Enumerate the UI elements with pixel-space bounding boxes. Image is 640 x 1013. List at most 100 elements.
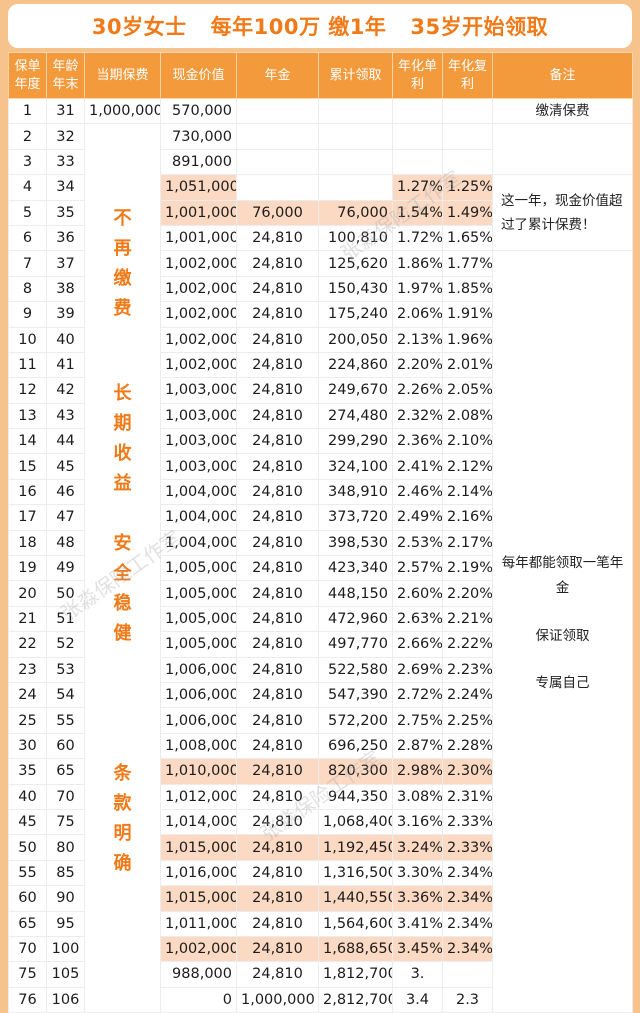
cell-cumulative: 299,290 — [318, 428, 393, 455]
cell-cash-value: 1,004,000 — [160, 478, 237, 506]
cell-simple-rate: 3.36% — [392, 885, 443, 912]
cell-compound-rate: 2.33% — [442, 834, 493, 861]
cell-cumulative: 1,068,400 — [318, 808, 393, 836]
cell-age: 54 — [46, 681, 85, 709]
cell-age: 31 — [46, 97, 85, 125]
table-body: 1 31 1,000,000 570,000 缴清保费 2 32 不再缴费长期收益安全稳健条款… — [8, 97, 633, 1013]
cell-compound-rate: 2.30% — [442, 758, 493, 785]
cell-cumulative: 76,000 — [318, 199, 393, 226]
cell-cash-value: 1,005,000 — [160, 605, 237, 633]
slogan-group: 条款明确 — [86, 759, 160, 879]
cell-cash-value: 1,002,000 — [160, 935, 237, 963]
cell-year: 50 — [8, 834, 47, 861]
cell-cash-value: 1,011,000 — [160, 910, 237, 937]
cell-year: 3 — [8, 148, 47, 176]
cell-compound-rate: 2.01% — [442, 351, 493, 379]
cell-cumulative: 373,720 — [318, 504, 393, 531]
table-row: 22 52 1,005,000 24,810 497,770 2.66% 2.22% — [8, 631, 633, 658]
cell-compound-rate: 2.16% — [442, 504, 493, 531]
cell-compound-rate: 2.34% — [442, 935, 493, 963]
cell-cash-value: 1,014,000 — [160, 808, 237, 836]
table-row: 16 46 1,004,000 24,810 348,910 2.46% 2.14% — [8, 478, 633, 506]
cell-compound-rate: 2.23% — [442, 656, 493, 683]
cell-year: 16 — [8, 478, 47, 506]
cell-age: 38 — [46, 275, 85, 303]
cell-compound-rate: 2.24% — [442, 681, 493, 709]
cell-cash-value: 1,002,000 — [160, 250, 237, 277]
cell-annuity: 24,810 — [236, 478, 319, 506]
cell-cash-value: 1,051,000 — [160, 174, 237, 201]
header-compound-rate: 年化复利 — [442, 52, 493, 99]
cell-compound-rate — [442, 961, 493, 988]
note-annual: 每年都能领取一笔年金 — [501, 555, 624, 597]
cell-year: 60 — [8, 885, 47, 912]
table-row: 21 51 1,005,000 24,810 472,960 2.63% 2.21% — [8, 605, 633, 633]
cell-simple-rate: 3.08% — [392, 783, 443, 810]
cell-age: 90 — [46, 885, 85, 912]
cell-simple-rate: 2.13% — [392, 326, 443, 353]
cell-simple-rate: 2.06% — [392, 301, 443, 328]
cell-age: 39 — [46, 301, 85, 328]
cell-annuity: 24,810 — [236, 428, 319, 455]
cell-age: 37 — [46, 250, 85, 277]
cell-cumulative — [318, 97, 393, 125]
title-premium: 每年100万 缴1年 — [210, 15, 387, 39]
cell-cumulative: 175,240 — [318, 301, 393, 328]
cell-simple-rate: 2.26% — [392, 377, 443, 404]
cell-annuity: 24,810 — [236, 224, 319, 252]
table-row: 40 70 1,012,000 24,810 944,350 3.08% 2.31% — [8, 783, 633, 810]
cell-simple-rate: 3.41% — [392, 910, 443, 937]
slogan-char: 确 — [113, 853, 132, 875]
slogan-char: 不 — [113, 208, 132, 230]
slogan-char: 健 — [113, 623, 132, 645]
cell-cumulative: 150,430 — [318, 275, 393, 303]
cell-simple-rate: 2.49% — [392, 504, 443, 531]
table-row: 6 36 1,001,000 24,810 100,810 1.72% 1.65% — [8, 224, 633, 252]
cell-age: 34 — [46, 174, 85, 201]
cell-simple-rate: 2.66% — [392, 631, 443, 658]
cell-year: 24 — [8, 681, 47, 709]
cell-cash-value: 1,008,000 — [160, 732, 237, 760]
cell-annuity: 24,810 — [236, 808, 319, 836]
note-paid-up: 缴清保费 — [492, 97, 633, 125]
table-row: 65 95 1,011,000 24,810 1,564,600 3.41% 2.34% — [8, 910, 633, 937]
cell-year: 10 — [8, 326, 47, 353]
cell-year: 12 — [8, 377, 47, 404]
cell-simple-rate: 3.30% — [392, 859, 443, 887]
cell-simple-rate: 3.16% — [392, 808, 443, 836]
cell-compound-rate: 2.33% — [442, 808, 493, 836]
policy-table: 保单年度 年龄年末 当期保费 现金价值 年金 累计领取 年化单利 年化复利 备注… — [8, 52, 633, 1013]
cell-compound-rate: 2.34% — [442, 859, 493, 887]
cell-year: 4 — [8, 174, 47, 201]
cell-simple-rate: 3.4 — [392, 986, 443, 1013]
cell-year: 7 — [8, 250, 47, 277]
cell-simple-rate: 3.24% — [392, 834, 443, 861]
cell-compound-rate: 2.10% — [442, 428, 493, 455]
cell-simple-rate: 2.60% — [392, 580, 443, 607]
cell-year: 6 — [8, 224, 47, 252]
cell-simple-rate: 1.86% — [392, 250, 443, 277]
table-row: 2 32 不再缴费长期收益安全稳健条款明确 730,000 — [8, 123, 633, 1013]
table-row: 10 40 1,002,000 24,810 200,050 2.13% 1.96% — [8, 326, 633, 353]
cell-year: 23 — [8, 656, 47, 683]
cell-cumulative: 448,150 — [318, 580, 393, 607]
cell-year: 19 — [8, 555, 47, 582]
table-row: 19 49 1,005,000 24,810 423,340 2.57% 2.19% — [8, 555, 633, 582]
cell-cumulative: 125,620 — [318, 250, 393, 277]
cell-cumulative: 572,200 — [318, 707, 393, 734]
cell-year: 25 — [8, 707, 47, 734]
cell-annuity: 24,810 — [236, 783, 319, 810]
cell-cumulative: 100,810 — [318, 224, 393, 252]
cell-year: 14 — [8, 428, 47, 455]
cell-cumulative: 1,440,550 — [318, 885, 393, 912]
cell-annuity: 24,810 — [236, 326, 319, 353]
cell-age: 48 — [46, 529, 85, 557]
cell-cumulative: 200,050 — [318, 326, 393, 353]
cell-simple-rate: 2.87% — [392, 732, 443, 760]
cell-cumulative — [318, 174, 393, 201]
table-row: 18 48 1,004,000 24,810 398,530 2.53% 2.17% — [8, 529, 633, 557]
slogan-char: 明 — [113, 823, 132, 845]
premium-slogans: 不再缴费长期收益安全稳健条款明确 — [84, 123, 161, 1013]
cell-simple-rate: 1.54% — [392, 199, 443, 226]
cell-annuity: 24,810 — [236, 707, 319, 734]
